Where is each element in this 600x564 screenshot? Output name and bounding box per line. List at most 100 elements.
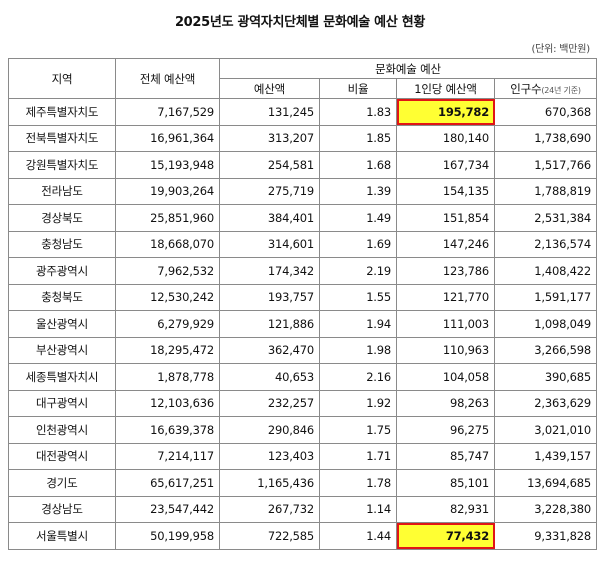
header-culture-group: 문화예술 예산 [219,58,597,79]
culture-budget-cell: 254,581 [219,151,320,179]
region-cell: 부산광역시 [8,336,116,364]
table-row: 서울특별시 50,199,958 722,585 1.44 77,432 9,331,82… [8,522,597,550]
ratio-cell: 1.49 [319,204,397,232]
culture-budget-cell: 131,245 [219,98,320,126]
culture-budget-cell: 314,601 [219,230,320,258]
per-capita-cell: 85,747 [396,442,495,470]
ratio-cell: 1.14 [319,495,397,523]
ratio-cell: 1.44 [319,522,397,550]
ratio-cell: 1.68 [319,151,397,179]
region-cell: 대전광역시 [8,442,116,470]
culture-budget-cell: 40,653 [219,363,320,391]
population-cell: 670,368 [494,98,597,126]
per-capita-cell: 98,263 [396,389,495,417]
region-cell: 강원특별자치도 [8,151,116,179]
per-capita-cell: 111,003 [396,310,495,338]
table-row: 충청남도 18,668,070 314,601 1.69 147,246 2,136,57… [8,230,597,258]
per-capita-cell: 77,432 [396,522,495,550]
header-ratio: 비율 [319,78,397,99]
ratio-cell: 1.69 [319,230,397,258]
culture-budget-cell: 362,470 [219,336,320,364]
population-cell: 3,228,380 [494,495,597,523]
population-cell: 1,738,690 [494,124,597,152]
total-budget-cell: 6,279,929 [115,310,220,338]
population-cell: 2,363,629 [494,389,597,417]
table-row: 경상북도 25,851,960 384,401 1.49 151,854 2,531,38… [8,204,597,232]
per-capita-cell: 147,246 [396,230,495,258]
header-region: 지역 [8,58,116,99]
ratio-cell: 2.16 [319,363,397,391]
per-capita-cell: 121,770 [396,283,495,311]
total-budget-cell: 16,961,364 [115,124,220,152]
culture-budget-cell: 1,165,436 [219,469,320,497]
table-row: 세종특별자치시 1,878,778 40,653 2.16 104,058 390,685 [8,363,597,391]
ratio-cell: 1.92 [319,389,397,417]
ratio-cell: 1.71 [319,442,397,470]
header-population-label: 인구수 [510,81,542,96]
region-cell: 대구광역시 [8,389,116,417]
total-budget-cell: 15,193,948 [115,151,220,179]
table-row: 울산광역시 6,279,929 121,886 1.94 111,003 1,098,04… [8,310,597,338]
region-cell: 충청남도 [8,230,116,258]
per-capita-cell: 167,734 [396,151,495,179]
table-body: 제주특별자치도 7,167,529 131,245 1.83 195,782 670,36… [8,98,597,550]
region-cell: 경상남도 [8,495,116,523]
population-cell: 2,136,574 [494,230,597,258]
table-row: 경상남도 23,547,442 267,732 1.14 82,931 3,228,380 [8,495,597,523]
header-population: 인구수(24년 기준) [494,78,597,99]
table-row: 대구광역시 12,103,636 232,257 1.92 98,263 2,363,62… [8,389,597,417]
total-budget-cell: 16,639,378 [115,416,220,444]
region-cell: 세종특별자치시 [8,363,116,391]
culture-budget-cell: 174,342 [219,257,320,285]
per-capita-cell: 151,854 [396,204,495,232]
population-cell: 1,591,177 [494,283,597,311]
header-per-capita: 1인당 예산액 [396,78,495,99]
population-cell: 2,531,384 [494,204,597,232]
culture-budget-cell: 232,257 [219,389,320,417]
header-population-note: (24년 기준) [541,85,581,95]
per-capita-cell: 123,786 [396,257,495,285]
culture-budget-cell: 123,403 [219,442,320,470]
ratio-cell: 1.39 [319,177,397,205]
region-cell: 울산광역시 [8,310,116,338]
ratio-cell: 1.85 [319,124,397,152]
culture-budget-cell: 275,719 [219,177,320,205]
header-total-budget: 전체 예산액 [115,58,220,99]
header-row-2: 예산액 비율 1인당 예산액 인구수(24년 기준) [9,78,597,99]
culture-budget-cell: 193,757 [219,283,320,311]
budget-table: 지역 전체 예산액 문화예술 예산 예산액 비율 1인당 예산액 인구수(24년… [8,58,597,550]
per-capita-cell: 85,101 [396,469,495,497]
per-capita-cell: 96,275 [396,416,495,444]
table-row: 제주특별자치도 7,167,529 131,245 1.83 195,782 670,36… [8,98,597,126]
total-budget-cell: 19,903,264 [115,177,220,205]
unit-note: (단위: 백만원) [531,44,590,55]
header-culture-budget: 예산액 [219,78,320,99]
total-budget-cell: 65,617,251 [115,469,220,497]
region-cell: 전북특별자치도 [8,124,116,152]
per-capita-cell: 82,931 [396,495,495,523]
population-cell: 3,021,010 [494,416,597,444]
table-row: 광주광역시 7,962,532 174,342 2.19 123,786 1,408,42… [8,257,597,285]
total-budget-cell: 1,878,778 [115,363,220,391]
table-row: 강원특별자치도 15,193,948 254,581 1.68 167,734 1,517… [8,151,597,179]
table-row: 전북특별자치도 16,961,364 313,207 1.85 180,140 1,738… [8,124,597,152]
total-budget-cell: 12,103,636 [115,389,220,417]
ratio-cell: 1.94 [319,310,397,338]
region-cell: 경기도 [8,469,116,497]
table-row: 전라남도 19,903,264 275,719 1.39 154,135 1,788,81… [8,177,597,205]
per-capita-cell: 154,135 [396,177,495,205]
ratio-cell: 1.75 [319,416,397,444]
region-cell: 인천광역시 [8,416,116,444]
total-budget-cell: 50,199,958 [115,522,220,550]
culture-budget-cell: 267,732 [219,495,320,523]
population-cell: 390,685 [494,363,597,391]
ratio-cell: 1.98 [319,336,397,364]
culture-budget-cell: 290,846 [219,416,320,444]
total-budget-cell: 7,962,532 [115,257,220,285]
ratio-cell: 2.19 [319,257,397,285]
region-cell: 제주특별자치도 [8,98,116,126]
per-capita-cell: 180,140 [396,124,495,152]
per-capita-cell: 195,782 [396,98,495,126]
total-budget-cell: 7,167,529 [115,98,220,126]
total-budget-cell: 7,214,117 [115,442,220,470]
